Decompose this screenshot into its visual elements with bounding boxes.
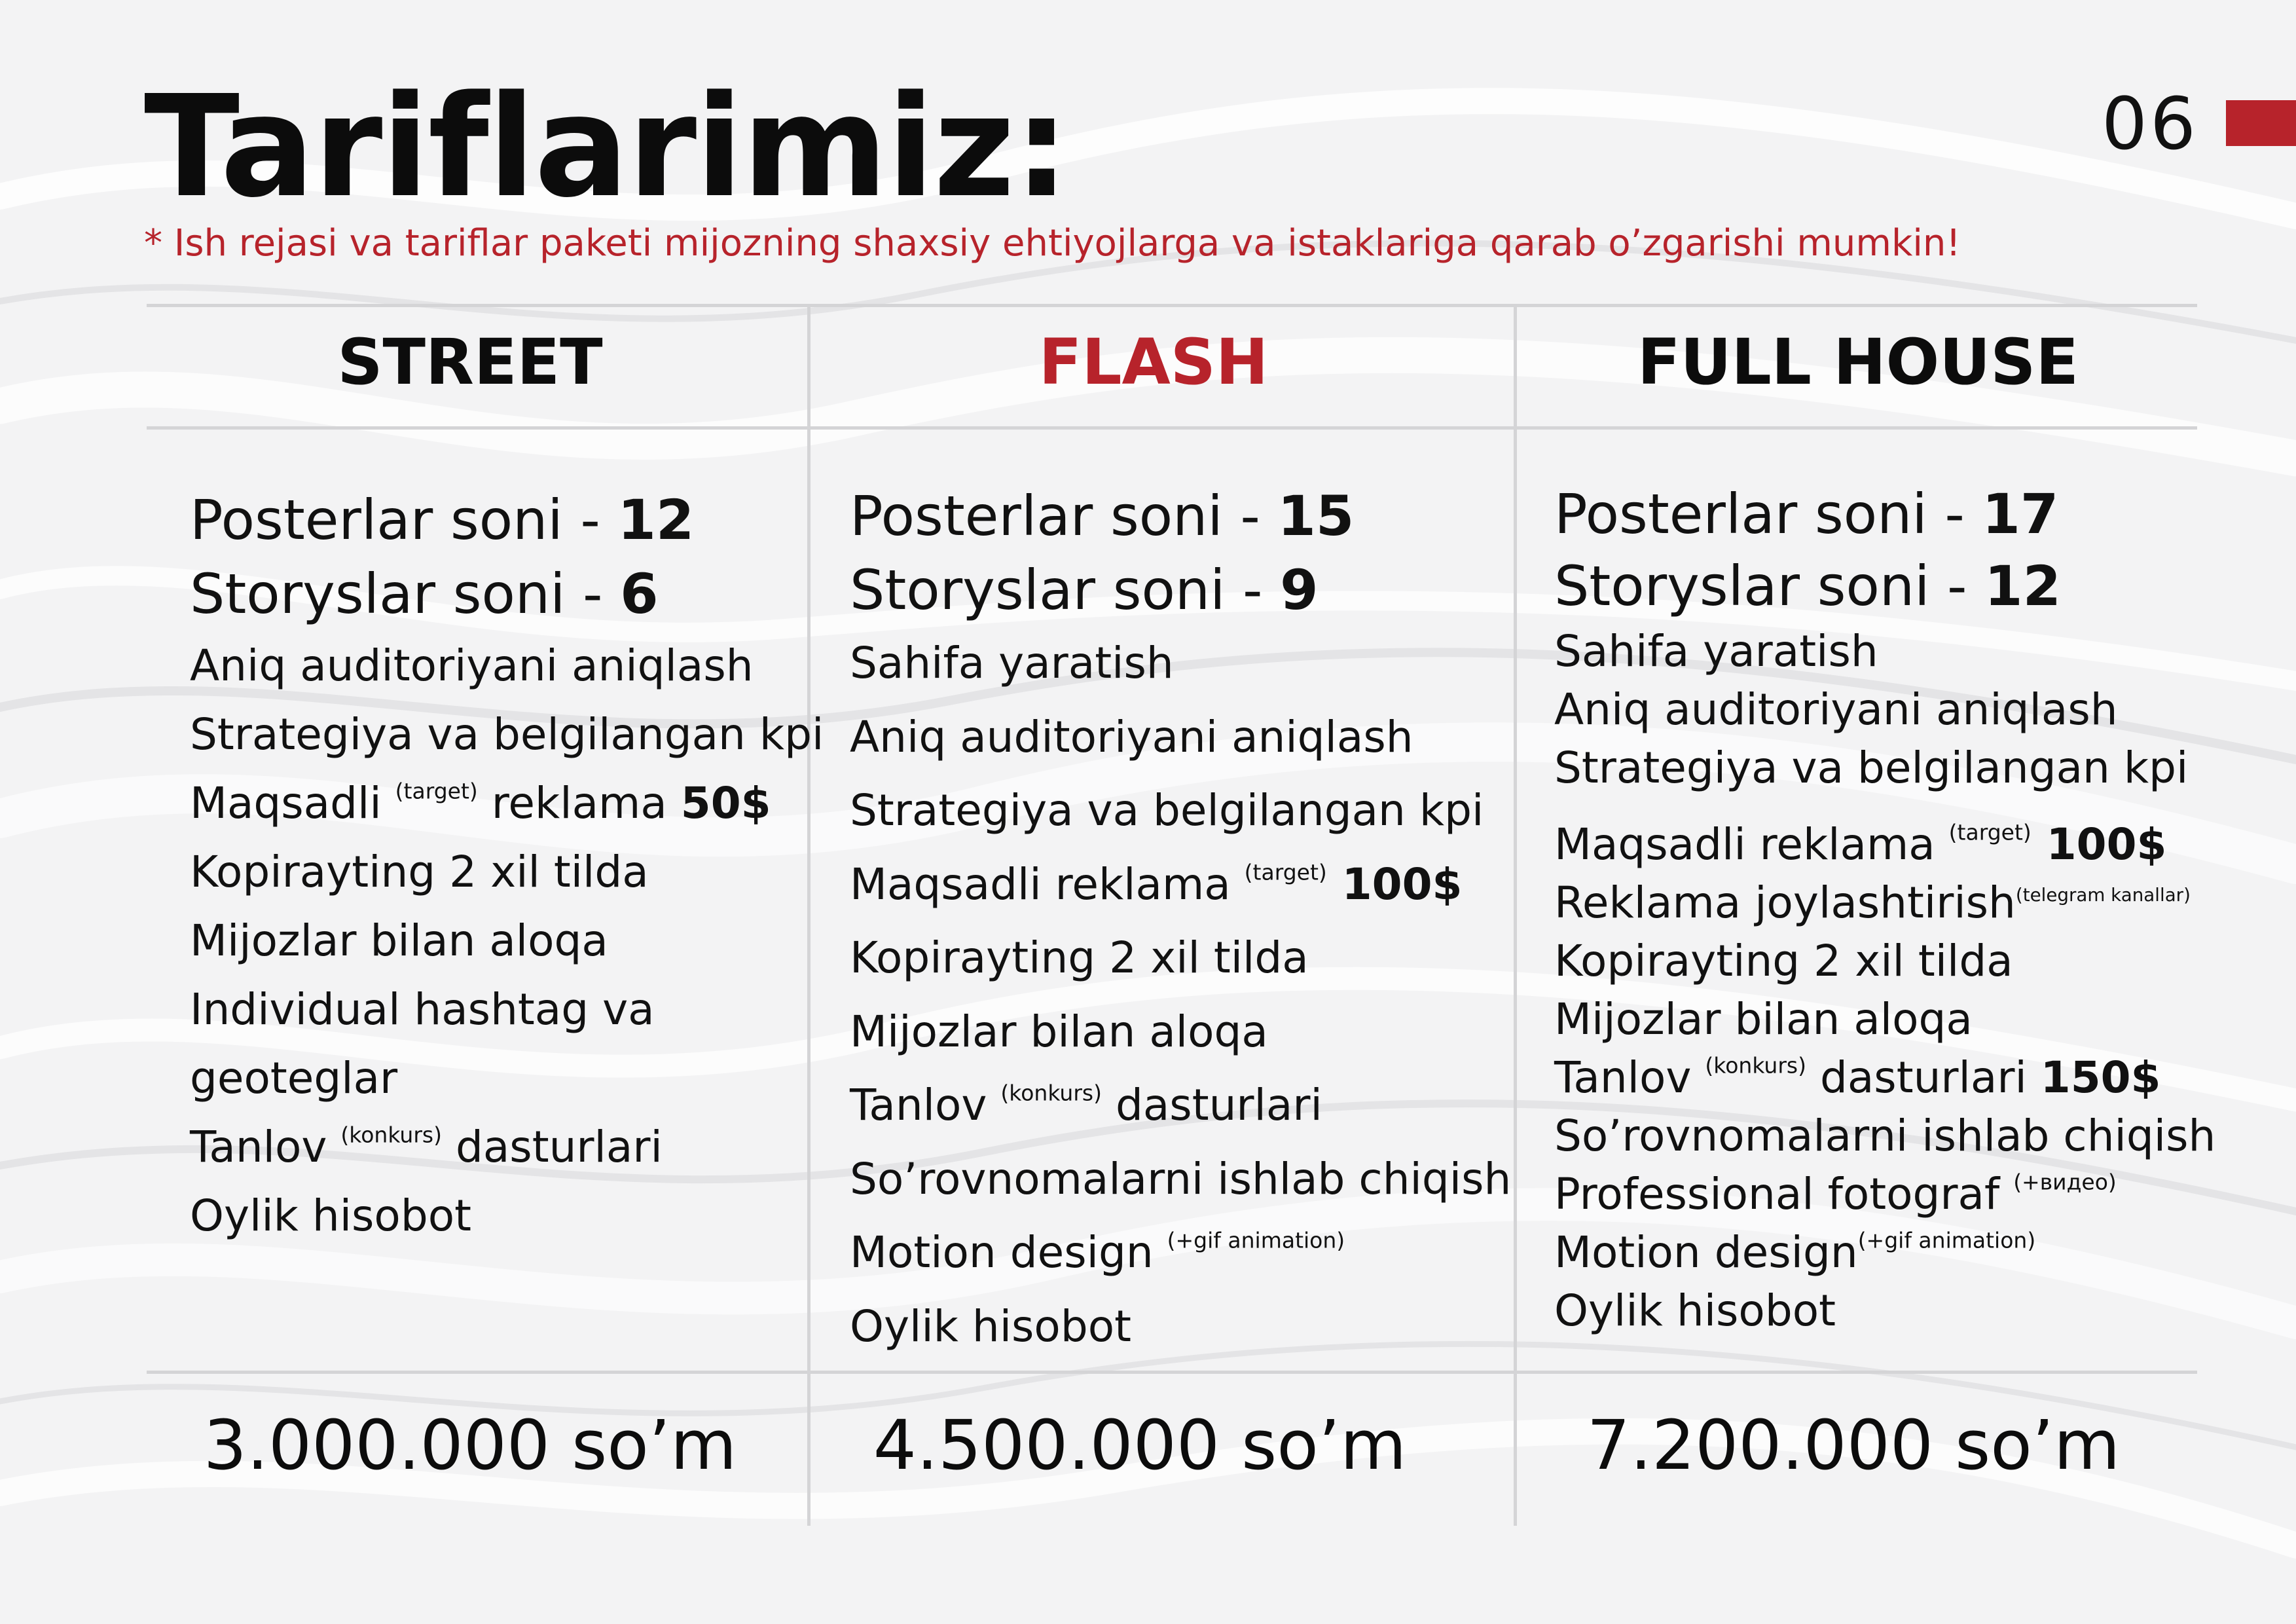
feature-item: So’rovnomalarni ishlab chiqish bbox=[850, 1153, 1512, 1204]
feature-item: Maqsadli reklama (target) 100$ bbox=[1554, 815, 2215, 874]
feature-label: Tanlov bbox=[1554, 1052, 1705, 1103]
feature-label: Maqsadli reklama bbox=[1554, 819, 1949, 870]
feature-item: Professional fotograf (+видео) bbox=[1554, 1165, 2215, 1223]
table-top-rule bbox=[147, 304, 2197, 307]
feature-item: So’rovnomalarni ishlab chiqish bbox=[1554, 1111, 2216, 1161]
feature-item: Oylik hisobot bbox=[190, 1190, 471, 1241]
feature-item: Tanlov (konkurs) dasturlari bbox=[190, 1113, 824, 1181]
feature-note: (+gif animation) bbox=[1167, 1227, 1345, 1253]
feature-item: Strategiya va belgilangan kpi bbox=[850, 785, 1484, 836]
feature-item: Maqsadli reklama (target) 100$ bbox=[850, 848, 1511, 922]
plan-price-full-house: 7.200.000 so’m bbox=[1586, 1405, 2121, 1485]
feature-label: Posterlar soni - bbox=[190, 488, 618, 552]
feature-label: Storyslar soni - bbox=[850, 557, 1281, 622]
feature-item: Motion design(+gif animation) bbox=[1554, 1223, 2215, 1282]
feature-item: Kopirayting 2 xil tilda bbox=[190, 847, 649, 897]
page-accent-bar bbox=[2226, 100, 2296, 146]
feature-value: 100$ bbox=[2031, 819, 2167, 870]
feature-item: Aniq auditoriyani aniqlash bbox=[1554, 684, 2118, 735]
table-price-rule bbox=[147, 1371, 2197, 1374]
feature-label: dasturlari bbox=[1101, 1080, 1322, 1130]
table-header-rule bbox=[147, 426, 2197, 430]
feature-item: Motion design (+gif animation) bbox=[850, 1216, 1511, 1290]
feature-item: Sahifa yaratish bbox=[1554, 626, 1878, 676]
feature-label: reklama bbox=[477, 778, 681, 828]
feature-label: dasturlari bbox=[441, 1122, 663, 1172]
feature-value: 6 bbox=[620, 562, 659, 626]
page-number: 06 bbox=[2102, 82, 2198, 166]
feature-item: Sahifa yaratish bbox=[850, 638, 1174, 688]
feature-value: 15 bbox=[1277, 484, 1355, 548]
feature-item: Storyslar soni - 12 bbox=[1554, 550, 2215, 622]
feature-note: (target) bbox=[1244, 858, 1327, 885]
feature-item: Storyslar soni - 9 bbox=[850, 553, 1511, 627]
feature-value: 9 bbox=[1280, 557, 1319, 622]
feature-item: Tanlov (konkurs) dasturlari bbox=[850, 1069, 1511, 1143]
feature-note: (target) bbox=[395, 778, 478, 804]
feature-value: 12 bbox=[617, 488, 695, 552]
plan-name-street: STREET bbox=[337, 325, 603, 399]
feature-item: Mijozlar bilan aloqa bbox=[1554, 994, 1973, 1044]
feature-item: Kopirayting 2 xil tilda bbox=[850, 932, 1309, 983]
feature-note: (target) bbox=[1948, 819, 2032, 845]
feature-value: 12 bbox=[1984, 554, 2062, 618]
feature-value: 50$ bbox=[680, 778, 771, 828]
feature-item: Posterlar soni - 17 bbox=[1554, 478, 2215, 550]
feature-item: Individual hashtag va bbox=[190, 984, 655, 1035]
plan-features-flash: Posterlar soni - 15 Storyslar soni - 9 S… bbox=[850, 479, 1511, 1363]
feature-item: Aniq auditoriyani aniqlash bbox=[190, 640, 754, 691]
feature-note: (konkurs) bbox=[1000, 1080, 1102, 1106]
feature-note: (telegram kanallar) bbox=[2015, 884, 2191, 906]
column-divider bbox=[807, 306, 811, 1526]
feature-value: 100$ bbox=[1326, 858, 1463, 910]
feature-note: (konkurs) bbox=[1705, 1052, 1806, 1079]
plan-features-street: Posterlar soni - 12 Storyslar soni - 6 A… bbox=[190, 483, 824, 1250]
feature-label: Reklama joylashtirish bbox=[1554, 877, 2016, 928]
feature-label: Storyslar soni - bbox=[1554, 554, 1985, 618]
feature-item: Posterlar soni - 12 bbox=[190, 483, 824, 557]
feature-item: Oylik hisobot bbox=[1554, 1285, 1836, 1336]
feature-item: geoteglar bbox=[190, 1053, 398, 1103]
feature-label: Motion design bbox=[850, 1227, 1167, 1278]
feature-label: dasturlari bbox=[1806, 1052, 2041, 1103]
column-divider bbox=[1514, 306, 1517, 1526]
feature-label: Maqsadli reklama bbox=[850, 858, 1245, 910]
feature-label: Storyslar soni - bbox=[190, 562, 621, 626]
plan-price-street: 3.000.000 so’m bbox=[203, 1405, 737, 1485]
plan-price-flash: 4.500.000 so’m bbox=[873, 1405, 1407, 1485]
disclaimer-note: * Ish rejasi va tariflar paketi mijoznin… bbox=[144, 222, 1961, 265]
feature-item: Aniq auditoriyani aniqlash bbox=[850, 711, 1413, 762]
feature-item: Oylik hisobot bbox=[850, 1301, 1131, 1352]
feature-item: Mijozlar bilan aloqa bbox=[850, 1006, 1268, 1057]
feature-note: (+видео) bbox=[2013, 1169, 2117, 1195]
feature-item: Reklama joylashtirish(telegram kanallar) bbox=[1554, 874, 2215, 932]
feature-item: Storyslar soni - 6 bbox=[190, 557, 824, 631]
feature-item: Posterlar soni - 15 bbox=[850, 479, 1511, 553]
feature-label: Professional fotograf bbox=[1554, 1169, 2014, 1219]
feature-label: Motion design bbox=[1554, 1227, 1858, 1278]
plan-name-flash: FLASH bbox=[1038, 325, 1269, 399]
feature-note: (konkurs) bbox=[340, 1122, 442, 1148]
feature-label: Maqsadli bbox=[190, 778, 395, 828]
feature-item: Maqsadli (target) reklama 50$ bbox=[190, 769, 824, 838]
feature-value: 150$ bbox=[2040, 1052, 2161, 1103]
feature-item: Tanlov (konkurs) dasturlari 150$ bbox=[1554, 1048, 2215, 1107]
feature-label: Posterlar soni - bbox=[1554, 482, 1982, 546]
plan-features-full-house: Posterlar soni - 17 Storyslar soni - 12 … bbox=[1554, 478, 2215, 1340]
plan-name-full-house: FULL HOUSE bbox=[1637, 325, 2079, 399]
feature-note: (+gif animation) bbox=[1857, 1227, 2036, 1253]
feature-label: Tanlov bbox=[190, 1122, 341, 1172]
feature-value: 17 bbox=[1982, 482, 2059, 546]
feature-item: Mijozlar bilan aloqa bbox=[190, 915, 608, 966]
feature-label: Posterlar soni - bbox=[850, 484, 1278, 548]
page-title: Tariflarimiz: bbox=[144, 65, 1070, 229]
feature-label: Tanlov bbox=[850, 1080, 1001, 1130]
feature-item: Strategiya va belgilangan kpi bbox=[1554, 743, 2189, 793]
feature-item: Kopirayting 2 xil tilda bbox=[1554, 936, 2013, 986]
feature-item: Strategiya va belgilangan kpi bbox=[190, 709, 824, 760]
